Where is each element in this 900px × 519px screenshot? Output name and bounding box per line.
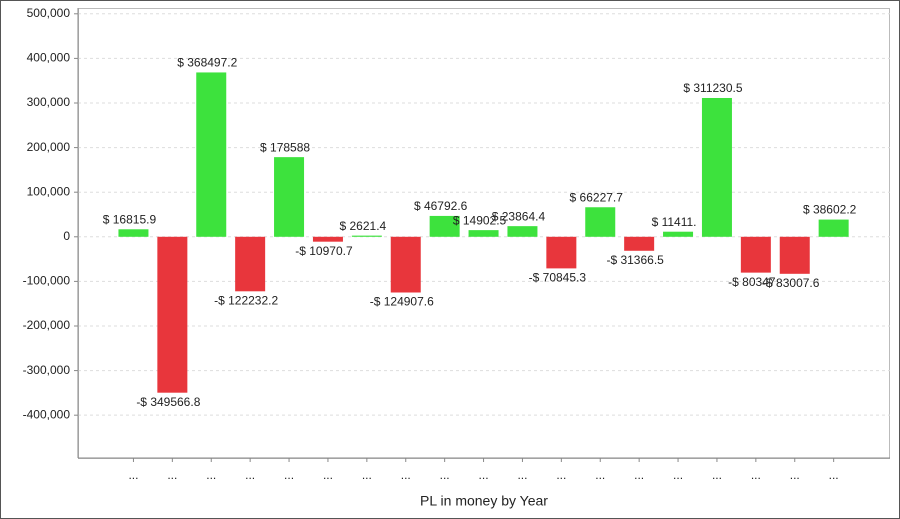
x-tick-label: ... xyxy=(323,468,333,482)
x-axis-label: PL in money by Year xyxy=(420,493,548,509)
x-tick-label: ... xyxy=(245,468,255,482)
x-tick-label: ... xyxy=(479,468,489,482)
data-label: $ 178588 xyxy=(260,140,310,154)
bar xyxy=(818,219,849,237)
bar xyxy=(663,231,694,237)
x-tick-label: ... xyxy=(556,468,566,482)
x-tick-label: ... xyxy=(284,468,294,482)
x-tick-label: ... xyxy=(790,468,800,482)
bar xyxy=(507,226,538,237)
x-tick-label: ... xyxy=(829,468,839,482)
data-label: -$ 80347 xyxy=(728,275,776,289)
bar xyxy=(118,229,149,237)
data-label: -$ 10970.7 xyxy=(295,244,353,258)
data-label: $ 2621.4 xyxy=(339,219,386,233)
y-tick-label: 400,000 xyxy=(27,51,71,65)
y-tick-label: -200,000 xyxy=(23,318,71,332)
bar xyxy=(624,236,655,251)
data-label: $ 14902.5 xyxy=(453,213,507,227)
data-label: $ 46792.6 xyxy=(414,199,468,213)
y-tick-label: 300,000 xyxy=(27,95,71,109)
y-tick-label: 0 xyxy=(63,229,70,243)
x-tick-label: ... xyxy=(440,468,450,482)
data-label: $ 38602.2 xyxy=(803,203,857,217)
bar xyxy=(429,215,460,237)
y-tick-label: 200,000 xyxy=(27,140,71,154)
y-tick-label: -100,000 xyxy=(23,274,71,288)
bar xyxy=(779,236,810,274)
bar xyxy=(196,72,227,237)
y-tick-label: -300,000 xyxy=(23,363,71,377)
data-label: -$ 31366.5 xyxy=(606,253,664,267)
bar xyxy=(351,235,382,237)
bar xyxy=(740,236,771,273)
bar xyxy=(235,236,266,292)
data-label: $ 23864.4 xyxy=(492,209,546,223)
x-tick-label: ... xyxy=(751,468,761,482)
x-tick-label: ... xyxy=(712,468,722,482)
data-label: $ 311230.5 xyxy=(683,81,742,95)
x-tick-label: ... xyxy=(517,468,527,482)
data-label: -$ 349566.8 xyxy=(136,395,200,409)
y-tick-label: 500,000 xyxy=(27,6,71,20)
x-tick-label: ... xyxy=(401,468,411,482)
x-tick-label: ... xyxy=(634,468,644,482)
y-tick-label: 100,000 xyxy=(27,184,71,198)
data-label: -$ 124907.6 xyxy=(370,295,434,309)
data-label: -$ 122232.2 xyxy=(214,293,278,307)
x-tick-label: ... xyxy=(362,468,372,482)
data-label: $ 368497.2 xyxy=(177,56,237,70)
bar xyxy=(274,157,305,237)
data-label: -$ 70845.3 xyxy=(529,271,587,285)
data-label: $ 66227.7 xyxy=(570,190,624,204)
bar xyxy=(546,236,577,269)
bar xyxy=(157,236,188,393)
bar xyxy=(390,236,421,293)
y-tick-label: -400,000 xyxy=(23,407,71,421)
bar xyxy=(585,207,616,237)
bar xyxy=(701,97,732,237)
data-label: $ 16815.9 xyxy=(103,212,157,226)
bar xyxy=(312,236,343,242)
x-tick-label: ... xyxy=(673,468,683,482)
data-label: $ 11411. xyxy=(652,215,697,229)
x-tick-label: ... xyxy=(206,468,216,482)
x-tick-label: ... xyxy=(128,468,138,482)
bar xyxy=(468,230,499,237)
x-tick-label: ... xyxy=(167,468,177,482)
data-label: -$ 83007.6 xyxy=(762,276,820,290)
x-tick-label: ... xyxy=(595,468,605,482)
